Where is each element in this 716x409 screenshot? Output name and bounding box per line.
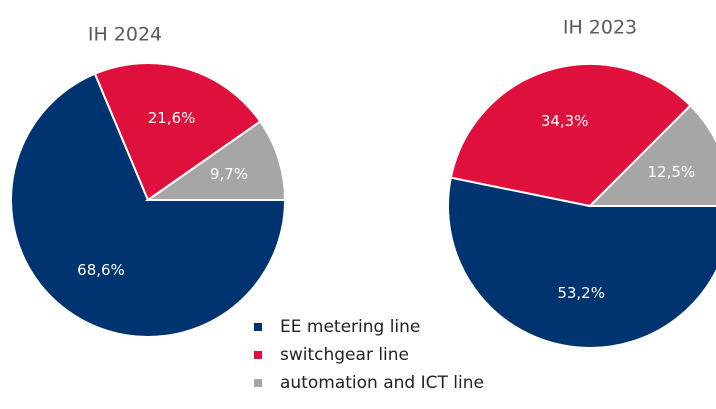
pie-slice [93,62,262,202]
legend-label: switchgear line [280,345,409,365]
legend-label: automation and ICT line [280,373,484,393]
legend-label: EE metering line [280,317,420,337]
value-label: 9,7% [210,165,248,183]
pie-slice [144,120,287,201]
legend-swatch [254,351,262,359]
pie-title: IH 2024 [88,24,162,46]
value-label: 12,5% [648,163,696,181]
value-label: 21,6% [148,109,196,127]
pie-slice [447,176,716,349]
value-label: 53,2% [557,284,605,302]
value-label: 68,6% [77,261,125,279]
pie-slice [449,63,692,208]
legend-swatch [254,323,262,331]
value-label: 34,3% [541,112,589,130]
pie-slice [587,104,716,207]
pie-title: IH 2023 [563,17,637,39]
pie-slice [10,72,287,338]
legend-swatch [254,379,262,387]
